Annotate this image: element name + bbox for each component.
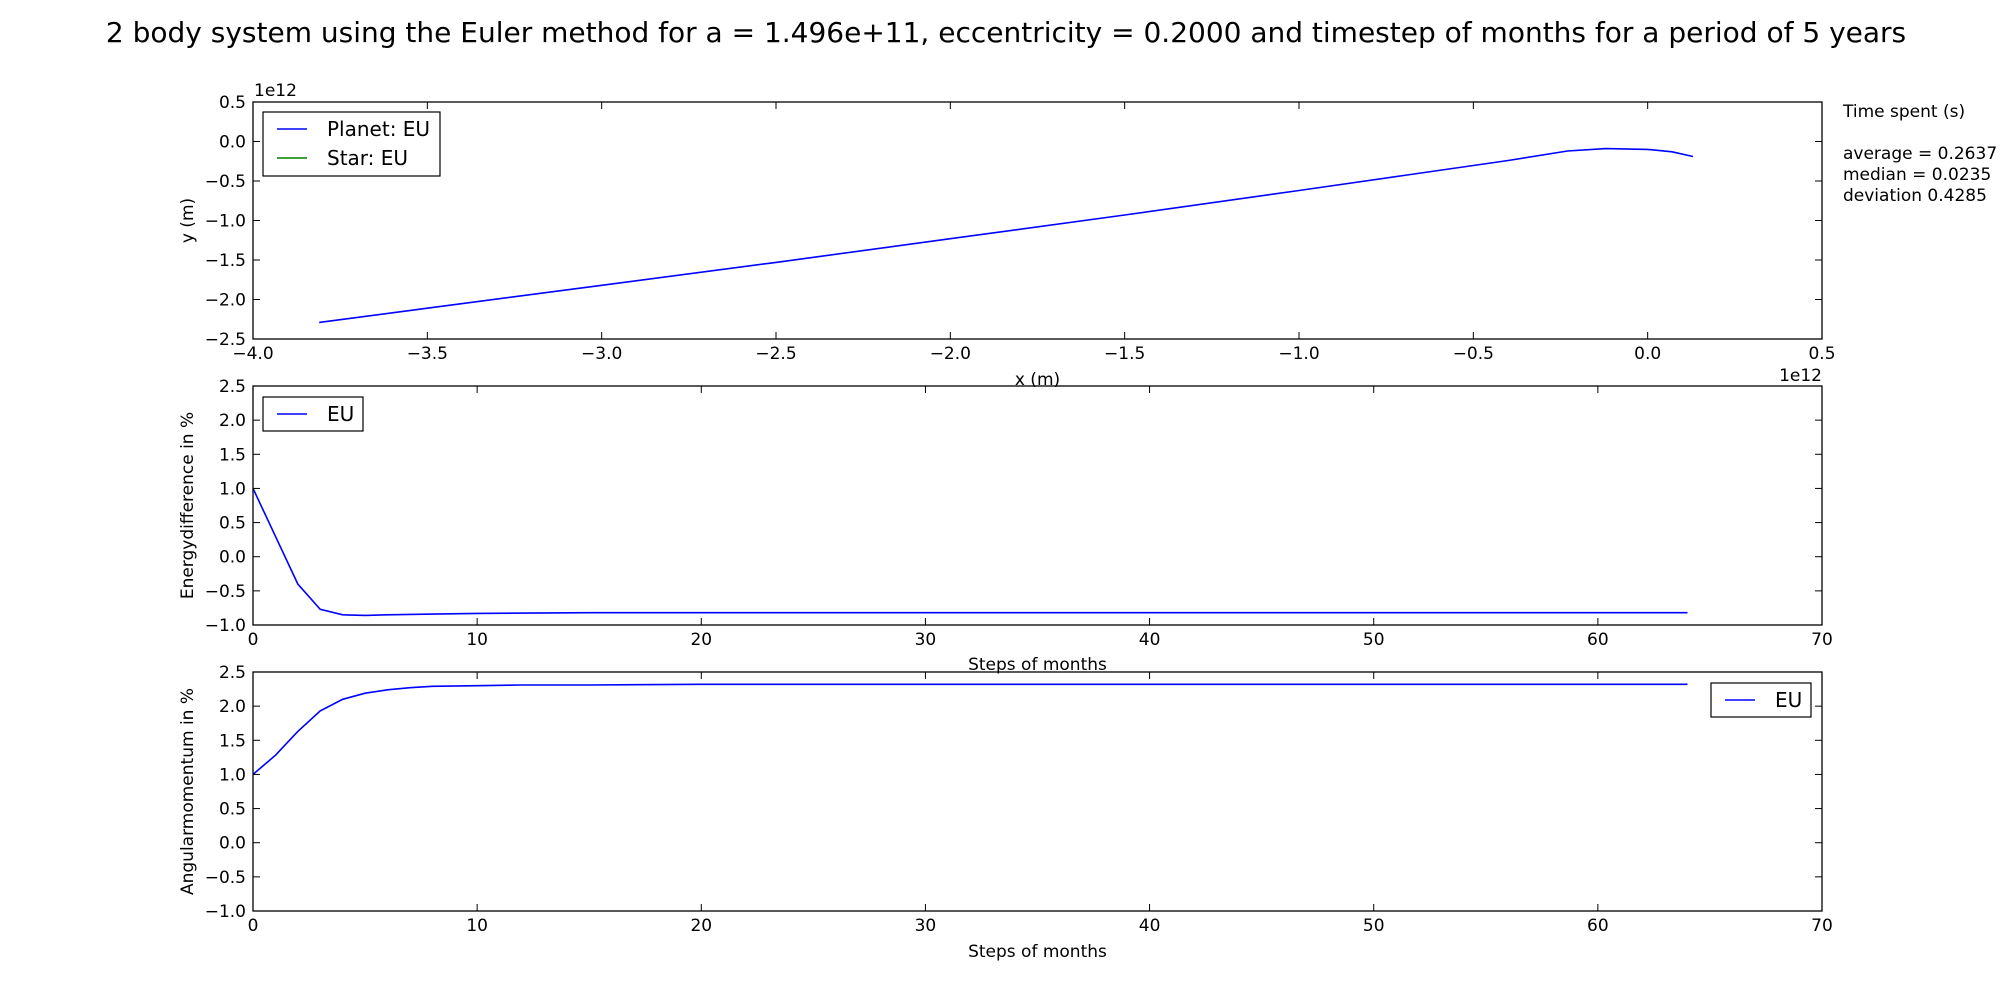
x-tick-label: −2.5: [755, 344, 796, 364]
x-tick-label: −4.0: [232, 344, 273, 364]
x-tick-label: 70: [1811, 916, 1833, 936]
x-tick-label: 0: [248, 916, 259, 936]
y-tick-label: 0.5: [219, 514, 246, 534]
star-eu-legend-label: Star: EU: [327, 146, 408, 170]
x-tick-label: −1.5: [1104, 344, 1145, 364]
x-tick-label: 30: [915, 630, 937, 650]
y-tick-label: −1.5: [205, 251, 246, 271]
eu-legend-label: EU: [327, 402, 354, 426]
x-tick-label: 50: [1363, 630, 1385, 650]
axes-frame: [252, 671, 1823, 912]
eu-series-line: [253, 488, 1688, 617]
y-axis-label: y (m): [178, 198, 198, 243]
x-axis-label: x (m): [1015, 370, 1060, 390]
y-tick-label: −1.0: [205, 212, 246, 232]
y-tick-label: 1.0: [219, 765, 246, 785]
x-axis-label: Steps of months: [968, 942, 1107, 962]
y-axis-label: Angularmomentum in %: [178, 688, 198, 895]
x-tick-label: 50: [1363, 916, 1385, 936]
x-tick-label: 10: [466, 916, 488, 936]
x-tick-label: 70: [1811, 630, 1833, 650]
x-tick-label: 0.5: [1808, 344, 1835, 364]
chart-title: 2 body system using the Euler method for…: [106, 16, 1906, 49]
x-tick-label: −3.0: [581, 344, 622, 364]
x-tick-label: 60: [1587, 630, 1609, 650]
angular-momentum-plot: 0 10 20 30 40 50 60 70 2.5 2.0 1.5 1.0 0.5 0.0 −0.5 −1.…: [178, 663, 1833, 962]
y-offset-label: 1e12: [254, 81, 297, 101]
y-tick-label: −2.5: [205, 330, 246, 350]
y-tick-label: 0.0: [219, 133, 246, 153]
legend: EU: [1710, 682, 1812, 718]
legend: Planet: EU Star: EU: [262, 111, 441, 177]
axes-frame: [252, 101, 1823, 340]
y-tick-label: 2.0: [219, 697, 246, 717]
y-tick-label: 0.0: [219, 548, 246, 568]
planet-eu-legend-label: Planet: EU: [327, 117, 430, 141]
y-tick-label: 1.5: [219, 445, 246, 465]
y-tick-label: 1.0: [219, 479, 246, 499]
y-tick-label: 2.5: [219, 377, 246, 397]
legend-box: [262, 111, 441, 177]
y-tick-label: 0.0: [219, 834, 246, 854]
y-tick-label: 0.5: [219, 800, 246, 820]
y-tick-label: −0.5: [205, 868, 246, 888]
x-tick-label: −2.0: [930, 344, 971, 364]
y-tick-label: −0.5: [205, 172, 246, 192]
x-tick-label: 20: [690, 916, 712, 936]
y-tick-label: −2.0: [205, 291, 246, 311]
x-axis-label: Steps of months: [968, 655, 1107, 675]
x-tick-label: 20: [690, 630, 712, 650]
time-spent-panel: Time spent (s) average = 0.2637 median =…: [1842, 102, 1997, 206]
x-offset-label: 1e12: [1779, 366, 1822, 386]
legend: EU: [262, 396, 364, 432]
x-tick-label: 0: [248, 630, 259, 650]
x-tick-label: −1.0: [1278, 344, 1319, 364]
y-tick-label: 1.5: [219, 731, 246, 751]
y-tick-label: −1.0: [205, 902, 246, 922]
orbit-plot: −4.0 −3.5 −3.0 −2.5 −2.0 −1.5 −1.0 −0.5 0.0 0.5 0.…: [178, 81, 1836, 390]
x-tick-label: 30: [915, 916, 937, 936]
y-tick-label: 2.0: [219, 411, 246, 431]
eu-series-line: [253, 683, 1688, 776]
y-tick-label: −1.0: [205, 616, 246, 636]
y-tick-label: 0.5: [219, 93, 246, 113]
time-spent-heading: Time spent (s): [1842, 102, 1965, 122]
x-tick-label: 60: [1587, 916, 1609, 936]
x-tick-label: 40: [1139, 630, 1161, 650]
y-axis-label: Energydifference in %: [178, 412, 198, 599]
x-tick-label: 40: [1139, 916, 1161, 936]
energy-difference-plot: 0 10 20 30 40 50 60 70 2.5 2.0 1.5 1.0 0.5 0.0 −0.5 −1.…: [178, 377, 1833, 675]
y-tick-label: 2.5: [219, 663, 246, 683]
time-spent-average: average = 0.2637: [1843, 144, 1997, 164]
x-tick-label: 10: [466, 630, 488, 650]
x-tick-label: −0.5: [1453, 344, 1494, 364]
eu-legend-label: EU: [1775, 688, 1802, 712]
axes-frame: [252, 385, 1823, 626]
time-spent-deviation: deviation 0.4285: [1843, 186, 1987, 206]
time-spent-median: median = 0.0235: [1843, 165, 1991, 185]
x-tick-label: 0.0: [1634, 344, 1661, 364]
x-tick-label: −3.5: [407, 344, 448, 364]
planet-eu-series-line: [319, 147, 1694, 324]
y-tick-label: −0.5: [205, 582, 246, 602]
